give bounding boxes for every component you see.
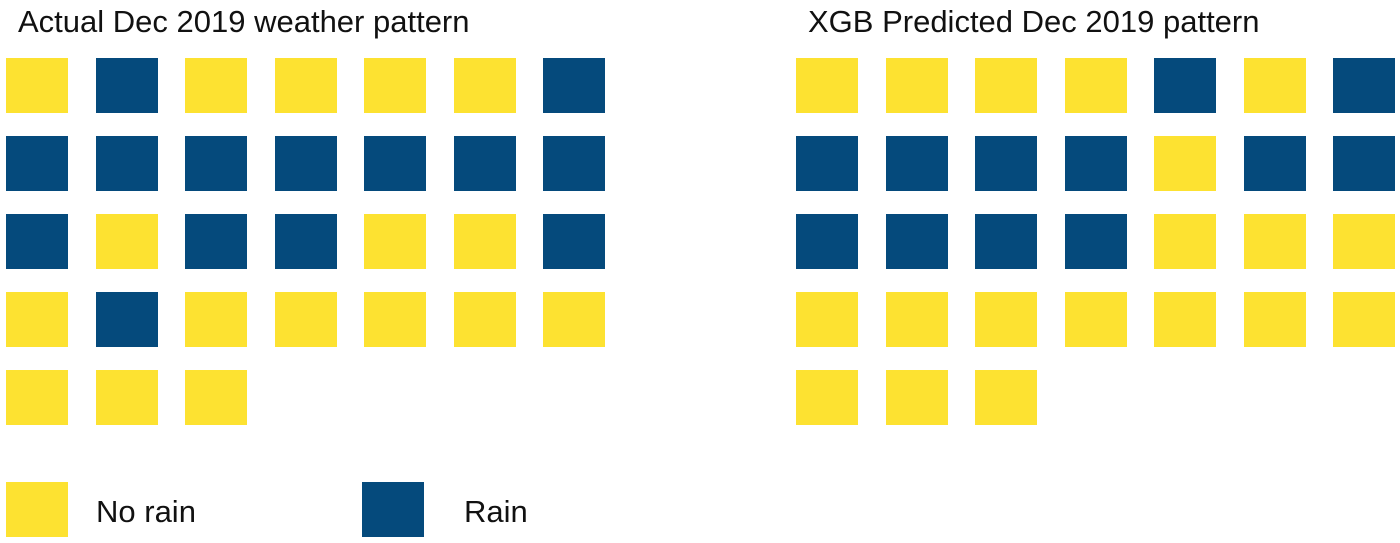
actual-day-1-no-rain — [6, 58, 68, 113]
predicted-day-17-rain — [975, 214, 1037, 269]
predicted-day-9-rain — [886, 136, 948, 191]
actual-day-26-no-rain — [364, 292, 426, 347]
actual-day-15-rain — [6, 214, 68, 269]
actual-day-2-rain — [96, 58, 158, 113]
actual-day-10-rain — [185, 136, 247, 191]
predicted-day-20-no-rain — [1244, 214, 1306, 269]
actual-day-18-rain — [275, 214, 337, 269]
actual-day-12-rain — [364, 136, 426, 191]
actual-day-4-no-rain — [275, 58, 337, 113]
actual-day-30-no-rain — [96, 370, 158, 425]
legend-label-no-rain: No rain — [96, 494, 196, 529]
actual-day-29-no-rain — [6, 370, 68, 425]
actual-day-3-no-rain — [185, 58, 247, 113]
predicted-day-23-no-rain — [886, 292, 948, 347]
actual-day-28-no-rain — [543, 292, 605, 347]
actual-day-23-rain — [96, 292, 158, 347]
legend-label-rain: Rain — [464, 494, 528, 529]
actual-day-9-rain — [96, 136, 158, 191]
actual-day-13-rain — [454, 136, 516, 191]
legend-swatch-rain — [362, 482, 424, 537]
predicted-day-22-no-rain — [796, 292, 858, 347]
actual-day-11-rain — [275, 136, 337, 191]
actual-day-14-rain — [543, 136, 605, 191]
predicted-day-27-no-rain — [1244, 292, 1306, 347]
predicted-day-25-no-rain — [1065, 292, 1127, 347]
predicted-day-30-no-rain — [886, 370, 948, 425]
predicted-day-29-no-rain — [796, 370, 858, 425]
predicted-day-19-no-rain — [1154, 214, 1216, 269]
predicted-day-15-rain — [796, 214, 858, 269]
actual-day-5-no-rain — [364, 58, 426, 113]
predicted-day-13-rain — [1244, 136, 1306, 191]
actual-day-21-rain — [543, 214, 605, 269]
actual-day-17-rain — [185, 214, 247, 269]
actual-chart-title: Actual Dec 2019 weather pattern — [18, 4, 470, 39]
predicted-day-4-no-rain — [1065, 58, 1127, 113]
predicted-day-2-no-rain — [886, 58, 948, 113]
predicted-day-5-rain — [1154, 58, 1216, 113]
actual-day-20-no-rain — [454, 214, 516, 269]
predicted-day-8-rain — [796, 136, 858, 191]
predicted-weather-grid — [796, 58, 1400, 438]
predicted-day-14-rain — [1333, 136, 1395, 191]
actual-day-7-rain — [543, 58, 605, 113]
actual-day-27-no-rain — [454, 292, 516, 347]
predicted-day-10-rain — [975, 136, 1037, 191]
predicted-day-3-no-rain — [975, 58, 1037, 113]
actual-weather-grid — [6, 58, 616, 438]
predicted-day-28-no-rain — [1333, 292, 1395, 347]
actual-day-22-no-rain — [6, 292, 68, 347]
actual-day-24-no-rain — [185, 292, 247, 347]
actual-day-31-no-rain — [185, 370, 247, 425]
actual-day-19-no-rain — [364, 214, 426, 269]
predicted-day-12-no-rain — [1154, 136, 1216, 191]
predicted-day-21-no-rain — [1333, 214, 1395, 269]
actual-day-25-no-rain — [275, 292, 337, 347]
legend-swatch-no-rain — [6, 482, 68, 537]
actual-day-8-rain — [6, 136, 68, 191]
predicted-day-26-no-rain — [1154, 292, 1216, 347]
actual-day-16-no-rain — [96, 214, 158, 269]
predicted-day-31-no-rain — [975, 370, 1037, 425]
predicted-chart-title: XGB Predicted Dec 2019 pattern — [808, 4, 1260, 39]
predicted-day-24-no-rain — [975, 292, 1037, 347]
predicted-day-18-rain — [1065, 214, 1127, 269]
predicted-day-6-no-rain — [1244, 58, 1306, 113]
actual-day-6-no-rain — [454, 58, 516, 113]
predicted-day-7-rain — [1333, 58, 1395, 113]
predicted-day-16-rain — [886, 214, 948, 269]
predicted-day-1-no-rain — [796, 58, 858, 113]
predicted-day-11-rain — [1065, 136, 1127, 191]
